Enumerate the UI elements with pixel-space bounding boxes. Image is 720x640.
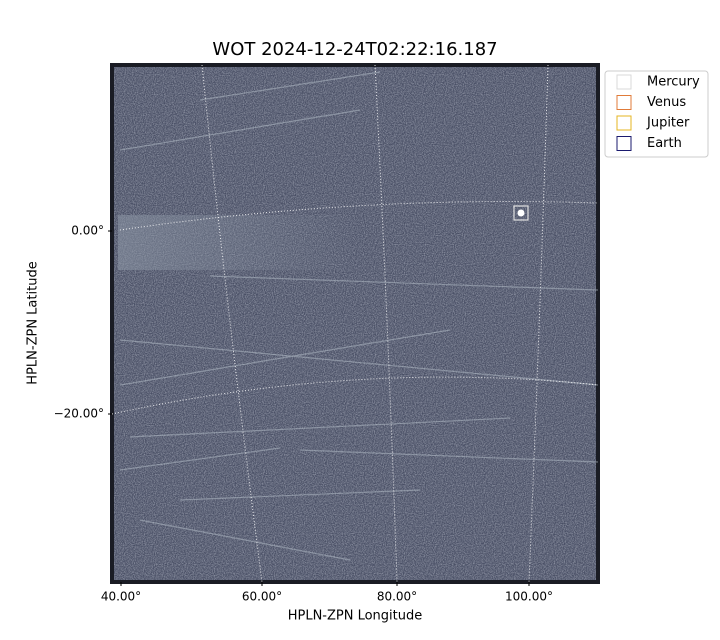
x-tick-label: 60.00° — [242, 590, 282, 604]
grid-line — [201, 64, 263, 583]
x-axis-label: HPLN-ZPN Longitude — [288, 609, 423, 624]
legend: Mercury Venus Jupiter Earth — [604, 70, 709, 158]
legend-swatch — [616, 74, 632, 90]
legend-swatch — [616, 95, 632, 110]
legend-label: Mercury — [647, 75, 700, 90]
legend-swatch — [616, 115, 632, 131]
mercury-dot — [517, 209, 525, 217]
x-tick-label: 100.00° — [505, 590, 553, 604]
x-tick-label: 80.00° — [377, 590, 417, 604]
mercury-marker — [513, 205, 529, 221]
legend-label: Venus — [647, 95, 686, 110]
y-tick-label: 0.00° — [71, 224, 104, 238]
x-tick-label: 40.00° — [101, 590, 141, 604]
grid-line — [111, 376, 599, 415]
legend-label: Earth — [647, 136, 682, 151]
legend-box — [604, 70, 709, 158]
legend-swatch — [616, 136, 632, 151]
y-axis-label: HPLN-ZPN Latitude — [26, 261, 41, 384]
y-tick-label: −20.00° — [54, 407, 104, 421]
legend-label: Jupiter — [646, 116, 690, 131]
grid-line — [119, 201, 599, 231]
sky-image — [110, 63, 600, 584]
chart-title: WOT 2024-12-24T02:22:16.187 — [212, 39, 497, 60]
